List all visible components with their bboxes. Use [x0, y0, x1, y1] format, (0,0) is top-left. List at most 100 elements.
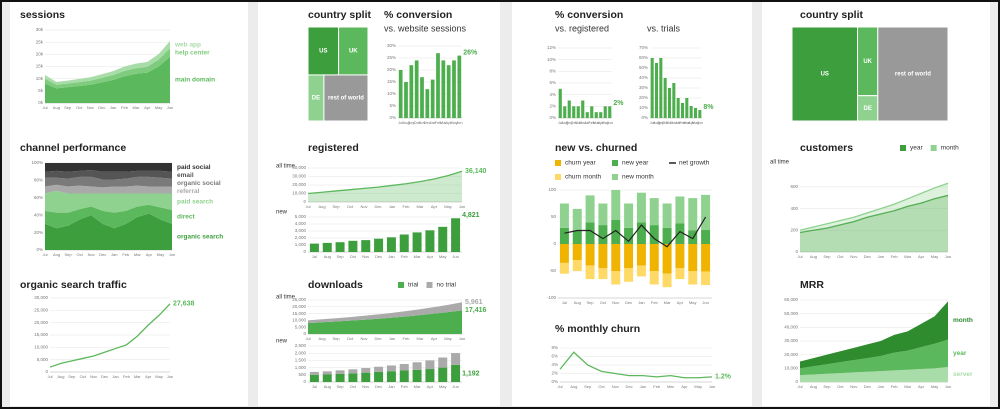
bar	[559, 262, 569, 274]
bar	[409, 65, 414, 118]
x-tick-label: Aug	[324, 254, 331, 259]
y-tick-label: 25k	[36, 39, 44, 44]
x-tick-label: Nov	[87, 105, 94, 110]
x-tick-label: Jan	[389, 336, 395, 341]
x-tick-label: Sep	[566, 120, 574, 125]
bar	[662, 203, 672, 228]
bar	[348, 240, 358, 252]
bar	[663, 78, 667, 118]
x-tick-label: Feb	[403, 204, 411, 209]
bar	[603, 106, 607, 118]
value-label: 1,192	[462, 370, 480, 377]
series-label: direct	[177, 214, 196, 221]
bar	[598, 244, 608, 269]
y-tick-label: 60%	[34, 195, 43, 200]
bar	[374, 371, 384, 382]
treemap-cell	[323, 74, 369, 122]
y-tick-label: 0	[303, 331, 306, 336]
y-tick-label: 1,000	[295, 242, 307, 247]
legend-label: new month	[622, 174, 654, 181]
y-tick-label: 0	[795, 249, 798, 254]
area	[45, 56, 170, 103]
x-tick-label: May	[439, 254, 447, 259]
bar	[335, 242, 345, 252]
x-tick-label: Jul	[797, 254, 802, 259]
treemap-cell	[791, 26, 859, 122]
area	[45, 48, 170, 89]
x-tick-label: Dec	[625, 300, 632, 305]
x-tick-label: Jan	[878, 254, 884, 259]
y-tick-label: 5,000	[295, 214, 307, 219]
bar	[452, 60, 456, 118]
y-tick-label: 30k	[36, 27, 44, 32]
bar	[667, 88, 672, 118]
x-tick-label: Jan	[584, 120, 590, 125]
legend-label: year	[910, 145, 923, 152]
x-tick-label: Apr	[427, 384, 434, 389]
x-tick-label: Jun	[167, 374, 173, 379]
value-label: 26%	[463, 49, 478, 56]
x-tick-label: Jul	[42, 252, 47, 257]
bar	[398, 70, 403, 118]
x-tick-label: Dec	[670, 120, 677, 125]
bar	[649, 225, 659, 244]
bar	[438, 357, 448, 368]
x-tick-label: Dec	[864, 254, 871, 259]
x-tick-label: Nov	[666, 120, 673, 125]
x-tick-label: Feb	[891, 384, 899, 389]
bar	[649, 198, 659, 226]
bar	[348, 369, 358, 374]
bar	[585, 195, 595, 223]
treemap-label: US	[319, 49, 327, 55]
bar	[309, 243, 319, 252]
x-tick-label: Feb	[123, 374, 131, 379]
line	[564, 216, 707, 248]
y-tick-label: 2,500	[295, 343, 307, 348]
value-label: 8%	[703, 104, 714, 111]
x-tick-label: Jan	[638, 300, 644, 305]
y-tick-label: 8%	[549, 69, 556, 74]
x-tick-label: Dec	[864, 384, 871, 389]
x-tick-label: May	[689, 300, 697, 305]
bar	[701, 229, 711, 244]
area-fill	[800, 183, 948, 252]
x-tick-label: Apr	[431, 204, 438, 209]
y-tick-label: 40,000	[292, 165, 306, 170]
x-tick-label: Mar	[132, 105, 140, 110]
legend-label: month	[941, 145, 959, 152]
bar	[374, 238, 384, 252]
bar	[675, 244, 685, 269]
treemap-label: rest of world	[328, 96, 364, 102]
x-tick-label: Nov	[850, 254, 857, 259]
y-tick-label: 8%	[551, 345, 558, 350]
y-tick-label: 2,000	[295, 350, 307, 355]
y-tick-label: 60,000	[784, 297, 798, 302]
chart-subtitle: vs. website sessions	[384, 23, 467, 33]
y-tick-label: 20%	[387, 67, 396, 72]
chart-subtitle: vs. trials	[647, 23, 681, 33]
area	[45, 163, 172, 172]
y-tick-label: 25,000	[34, 308, 48, 313]
x-tick-label: Oct	[76, 105, 83, 110]
x-tick-label: Sep	[337, 254, 345, 259]
bar	[650, 58, 654, 118]
bar	[636, 244, 646, 266]
bar	[590, 106, 594, 118]
bar	[425, 360, 435, 370]
x-tick-label: Oct	[350, 384, 357, 389]
bar	[701, 244, 711, 272]
x-tick-label: Jul	[47, 374, 52, 379]
x-tick-label: Aug	[324, 384, 331, 389]
bar	[688, 271, 698, 285]
x-tick-label: May	[692, 120, 700, 125]
y-tick-label: 0%	[549, 115, 556, 120]
x-tick-label: Oct	[77, 252, 84, 257]
x-tick-label: Aug	[318, 336, 325, 341]
panel-label: new	[276, 210, 288, 216]
area	[45, 190, 172, 213]
bar	[412, 232, 422, 252]
bar	[386, 237, 396, 252]
y-tick-label: 10%	[639, 105, 648, 110]
treemap-label: DE	[312, 96, 320, 102]
legend-label: no trial	[436, 282, 456, 289]
